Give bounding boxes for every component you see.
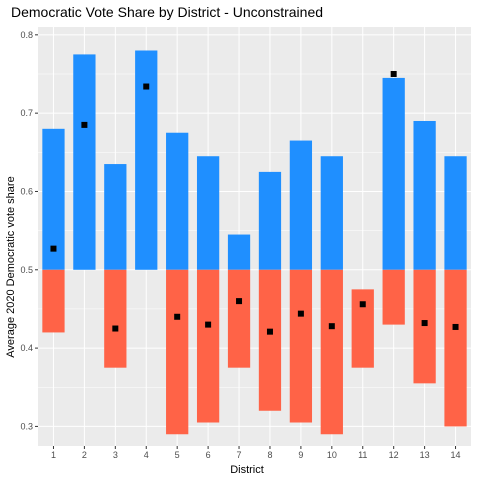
enacted-marker	[81, 121, 88, 128]
x-axis-title: District	[230, 464, 264, 476]
enacted-marker	[236, 298, 243, 305]
district-9-points	[289, 140, 313, 423]
enacted-markers	[50, 70, 459, 335]
x-tick-label: 11	[358, 450, 367, 460]
x-tick-label: 10	[327, 450, 337, 460]
chart-title: Democratic Vote Share by District - Unco…	[11, 4, 323, 20]
enacted-marker	[266, 328, 273, 335]
y-tick-label: 0.3	[20, 421, 33, 431]
enacted-marker	[359, 301, 366, 308]
points-below-threshold	[413, 269, 436, 384]
points-above-threshold	[42, 128, 65, 270]
district-2-points	[73, 54, 96, 270]
district-13-points	[413, 120, 436, 384]
district-10-points	[320, 156, 343, 435]
y-tick-label: 0.5	[20, 265, 33, 275]
x-tick-label: 9	[298, 450, 303, 460]
x-tick-label: 12	[389, 450, 399, 460]
enacted-marker	[112, 325, 119, 332]
plot-panel	[38, 27, 471, 446]
points-above-threshold	[196, 156, 220, 270]
points-above-threshold	[227, 234, 251, 270]
x-tick-label: 1	[51, 450, 56, 460]
enacted-marker	[50, 245, 57, 252]
points-above-threshold	[289, 140, 313, 270]
district-7-points	[227, 234, 251, 368]
x-tick-label: 2	[82, 450, 87, 460]
enacted-marker	[174, 313, 181, 320]
y-tick-label: 0.8	[20, 30, 33, 40]
x-tick-label: 13	[420, 450, 430, 460]
points-below-threshold	[258, 269, 282, 411]
enacted-marker	[205, 321, 212, 328]
y-tick-label: 0.7	[20, 108, 33, 118]
points-above-threshold	[104, 164, 127, 270]
points-below-threshold	[382, 269, 405, 325]
points-above-threshold	[73, 54, 96, 270]
scatter-points	[42, 50, 467, 435]
district-1-points	[42, 128, 65, 333]
points-above-threshold	[382, 77, 405, 270]
district-3-points	[104, 164, 127, 368]
points-above-threshold	[166, 132, 189, 270]
points-above-threshold	[320, 156, 343, 270]
enacted-marker	[390, 70, 397, 77]
enacted-marker	[297, 310, 304, 317]
points-below-threshold	[196, 269, 220, 423]
points-below-threshold	[320, 269, 343, 435]
district-5-points	[166, 132, 189, 435]
y-axis: 0.3 0.4 0.5 0.6 0.7 0.8	[20, 30, 38, 431]
points-above-threshold	[413, 120, 436, 270]
x-tick-label: 14	[451, 450, 461, 460]
y-tick-label: 0.4	[20, 343, 33, 353]
enacted-marker	[421, 320, 428, 327]
enacted-marker	[328, 323, 335, 330]
x-tick-label: 5	[175, 450, 180, 460]
enacted-marker	[143, 83, 150, 90]
y-axis-title: Average 2020 Democratic vote share	[5, 176, 17, 357]
x-tick-label: 6	[206, 450, 211, 460]
points-below-threshold	[42, 269, 65, 333]
x-axis: 1 2 3 4 5 6 7 8 9 10 11 12 13 14	[51, 446, 461, 460]
y-tick-label: 0.6	[20, 186, 33, 196]
points-above-threshold	[135, 50, 158, 270]
points-below-threshold	[166, 269, 189, 435]
district-14-points	[444, 156, 467, 427]
district-8-points	[258, 171, 282, 411]
district-4-points	[135, 50, 158, 270]
x-tick-label: 8	[267, 450, 272, 460]
points-above-threshold	[258, 171, 282, 270]
enacted-marker	[452, 323, 459, 330]
points-below-threshold	[104, 269, 127, 368]
x-tick-label: 7	[237, 450, 242, 460]
points-below-threshold	[444, 269, 467, 427]
points-below-threshold	[289, 269, 313, 423]
points-above-threshold	[444, 156, 467, 270]
points-below-threshold	[227, 269, 251, 368]
district-11-points	[351, 289, 374, 368]
x-tick-label: 4	[144, 450, 149, 460]
points-below-threshold	[351, 289, 374, 368]
x-tick-label: 3	[113, 450, 118, 460]
district-6-points	[196, 156, 220, 423]
district-12-points	[382, 77, 405, 325]
